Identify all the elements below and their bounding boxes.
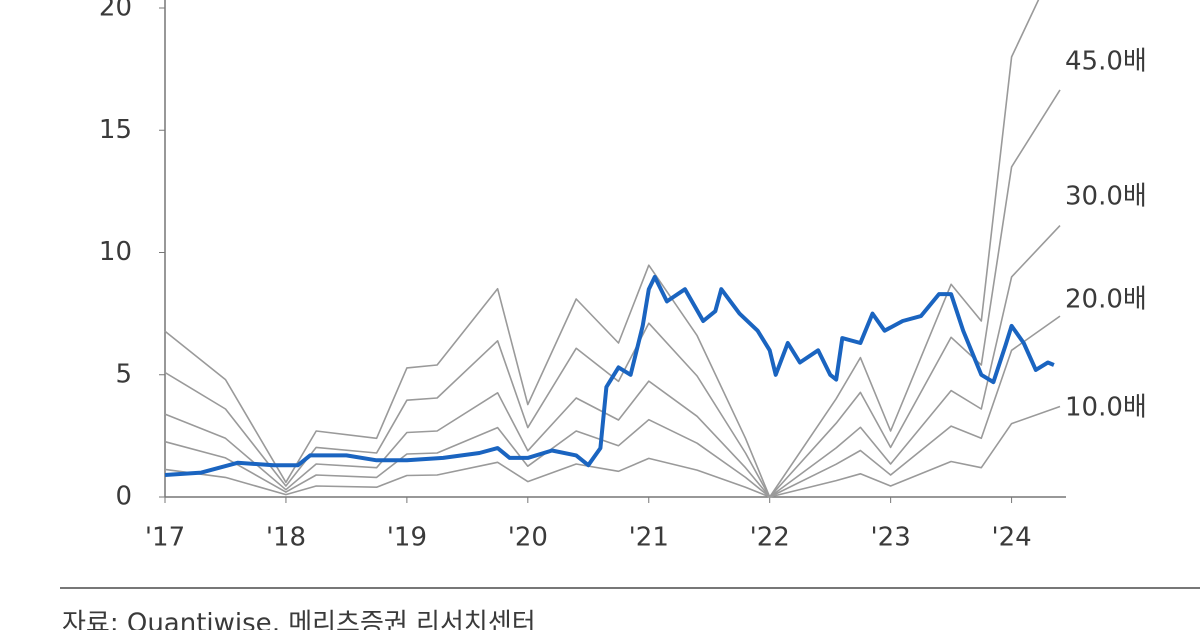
y-tick-label: 5 xyxy=(115,359,132,389)
y-tick-label: 15 xyxy=(99,115,132,145)
band-line xyxy=(164,89,1061,498)
x-tick-label: '19 xyxy=(387,523,427,553)
band-label: 30.0배 xyxy=(1065,182,1147,212)
price-line xyxy=(164,274,1055,477)
band-line xyxy=(164,315,1061,498)
y-tick-label: 20 xyxy=(99,0,132,23)
x-tick-label: '22 xyxy=(750,523,790,553)
source: 자료: Quantiwise, 메리츠증권 리서치센터 xyxy=(62,609,536,630)
x-tick-label: '18 xyxy=(266,523,306,553)
x-tick-label: '24 xyxy=(991,523,1031,553)
x-tick-label: '23 xyxy=(871,523,911,553)
y-tick-label: 10 xyxy=(99,237,132,267)
x-tick-label: '17 xyxy=(145,523,185,553)
band-line xyxy=(164,225,1061,498)
band-line xyxy=(164,0,1040,498)
band-label: 20.0배 xyxy=(1065,285,1147,315)
band-line xyxy=(164,405,1061,498)
x-tick-label: '21 xyxy=(629,523,669,553)
band-label: 45.0배 xyxy=(1065,47,1147,77)
x-tick-label: '20 xyxy=(508,523,548,553)
y-tick-label: 0 xyxy=(115,482,132,512)
band-label: 10.0배 xyxy=(1065,393,1147,423)
